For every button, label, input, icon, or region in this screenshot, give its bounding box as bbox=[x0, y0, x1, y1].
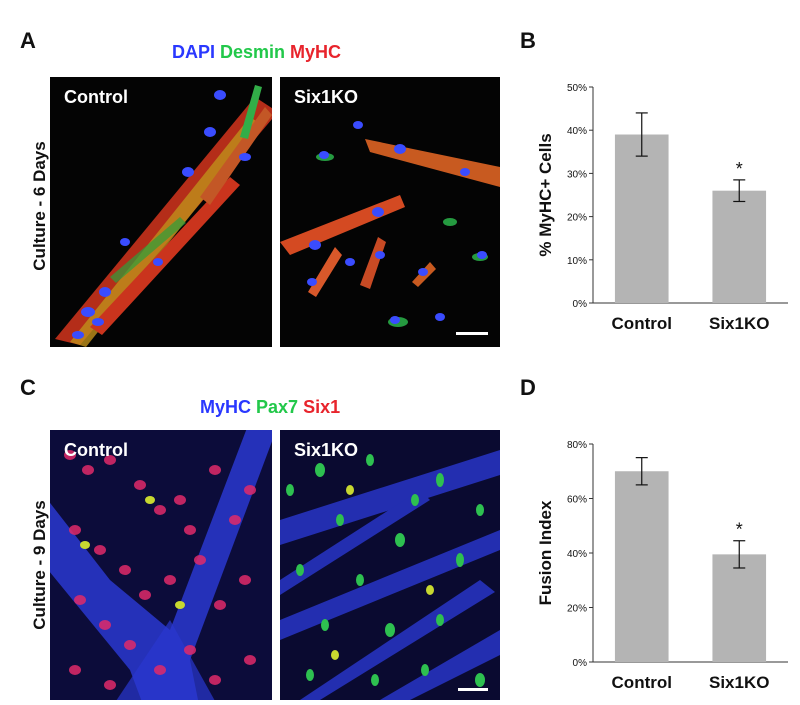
x-tick-label: Control bbox=[612, 314, 672, 333]
y-tick-label: 0% bbox=[573, 658, 588, 669]
bar-control bbox=[614, 134, 669, 303]
y-tick-label: 0% bbox=[573, 299, 588, 310]
stain-pax7: Pax7 bbox=[256, 397, 299, 417]
stain-legend-c: MyHC Pax7 Six1 bbox=[200, 397, 340, 418]
chart-b: % MyHC+ Cells 0% 10% 20% 30% 40% 50% Control * Si… bbox=[530, 75, 795, 355]
label-control-a: Control bbox=[64, 87, 128, 107]
y-tick-label: 40% bbox=[567, 549, 587, 560]
y-tick-label: 20% bbox=[567, 213, 587, 224]
micrograph-c-six1ko: Six1KO bbox=[280, 430, 500, 700]
micrograph-c-control: Control bbox=[50, 430, 272, 700]
y-axis-label: Fusion Index bbox=[536, 500, 555, 605]
significance-marker: * bbox=[736, 520, 743, 540]
stain-legend-a: DAPI Desmin MyHC bbox=[172, 42, 341, 63]
stain-six1: Six1 bbox=[303, 397, 341, 417]
y-tick-label: 20% bbox=[567, 604, 587, 615]
y-tick-label: 30% bbox=[567, 169, 587, 180]
x-tick-label: Control bbox=[612, 673, 672, 692]
label-six1ko-c: Six1KO bbox=[294, 440, 359, 460]
row-label-a: Culture - 6 Days bbox=[30, 141, 49, 271]
y-tick-label: 80% bbox=[567, 440, 587, 451]
bar-six1ko bbox=[712, 554, 767, 662]
y-tick-label: 40% bbox=[567, 126, 587, 137]
stain-desmin: Desmin bbox=[220, 42, 286, 62]
significance-marker: * bbox=[736, 159, 743, 179]
micrograph-a-control: Control bbox=[50, 77, 272, 347]
x-tick-label: Six1KO bbox=[709, 314, 769, 333]
x-tick-label: Six1KO bbox=[709, 673, 769, 692]
panel-letter-a: A bbox=[20, 28, 36, 53]
stain-myhc: MyHC bbox=[200, 397, 252, 417]
micrograph-a-six1ko: Six1KO bbox=[280, 77, 500, 347]
bar-control bbox=[614, 471, 669, 662]
label-control-c: Control bbox=[64, 440, 128, 460]
bar-six1ko bbox=[712, 190, 767, 303]
panel-letter-d: D bbox=[520, 375, 536, 400]
y-tick-label: 50% bbox=[567, 83, 587, 94]
y-tick-label: 10% bbox=[567, 256, 587, 267]
row-label-c: Culture - 9 Days bbox=[30, 500, 49, 630]
y-tick-label: 60% bbox=[567, 495, 587, 506]
y-axis-label: % MyHC+ Cells bbox=[536, 133, 555, 256]
panel-letter-b: B bbox=[520, 28, 536, 53]
stain-dapi: DAPI bbox=[172, 42, 216, 62]
stain-myhc: MyHC bbox=[290, 42, 342, 62]
chart-d: Fusion Index 0% 20% 40% 60% 80% Control * Six1KO bbox=[530, 430, 795, 705]
label-six1ko-a: Six1KO bbox=[294, 87, 359, 107]
panel-letter-c: C bbox=[20, 375, 36, 400]
